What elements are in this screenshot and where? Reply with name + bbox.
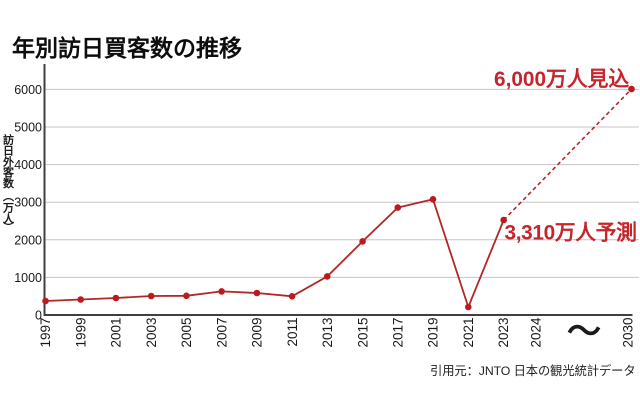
svg-text:2021: 2021 [461, 318, 476, 348]
svg-text:訪: 訪 [3, 133, 14, 147]
svg-text:2001: 2001 [109, 318, 124, 348]
svg-text:2003: 2003 [144, 318, 159, 348]
svg-text:数: 数 [3, 176, 15, 190]
svg-text:3,310万人予測: 3,310万人予測 [505, 221, 637, 245]
svg-text:2030: 2030 [621, 318, 636, 348]
svg-text:2009: 2009 [250, 318, 265, 348]
svg-text:1000: 1000 [14, 271, 42, 285]
svg-text:2015: 2015 [355, 318, 370, 348]
svg-text:6,000万人見込: 6,000万人見込 [494, 67, 629, 91]
svg-text:2023: 2023 [496, 318, 511, 348]
svg-text:～: ～ [567, 313, 601, 351]
svg-text:2011: 2011 [285, 318, 300, 347]
svg-text:外: 外 [2, 154, 14, 168]
svg-text:2005: 2005 [179, 318, 194, 348]
svg-text:4000: 4000 [14, 158, 42, 172]
svg-text:6000: 6000 [14, 83, 42, 97]
svg-text:日: 日 [3, 144, 14, 157]
svg-text:人: 人 [3, 211, 15, 225]
svg-text:2000: 2000 [14, 233, 42, 247]
svg-text:0: 0 [35, 309, 42, 323]
svg-text:5000: 5000 [14, 121, 42, 135]
svg-text:︶: ︶ [2, 220, 15, 234]
svg-text:2013: 2013 [320, 318, 335, 348]
svg-text:︵: ︵ [2, 191, 15, 203]
svg-text:2019: 2019 [426, 318, 441, 348]
svg-text:客: 客 [2, 165, 15, 179]
svg-text:万: 万 [2, 202, 14, 215]
svg-text:2017: 2017 [391, 318, 406, 348]
svg-text:1999: 1999 [73, 318, 88, 348]
svg-text:2024: 2024 [529, 317, 544, 348]
svg-text:3000: 3000 [14, 196, 42, 210]
svg-text:1997: 1997 [38, 318, 53, 348]
svg-text:2007: 2007 [214, 318, 229, 348]
